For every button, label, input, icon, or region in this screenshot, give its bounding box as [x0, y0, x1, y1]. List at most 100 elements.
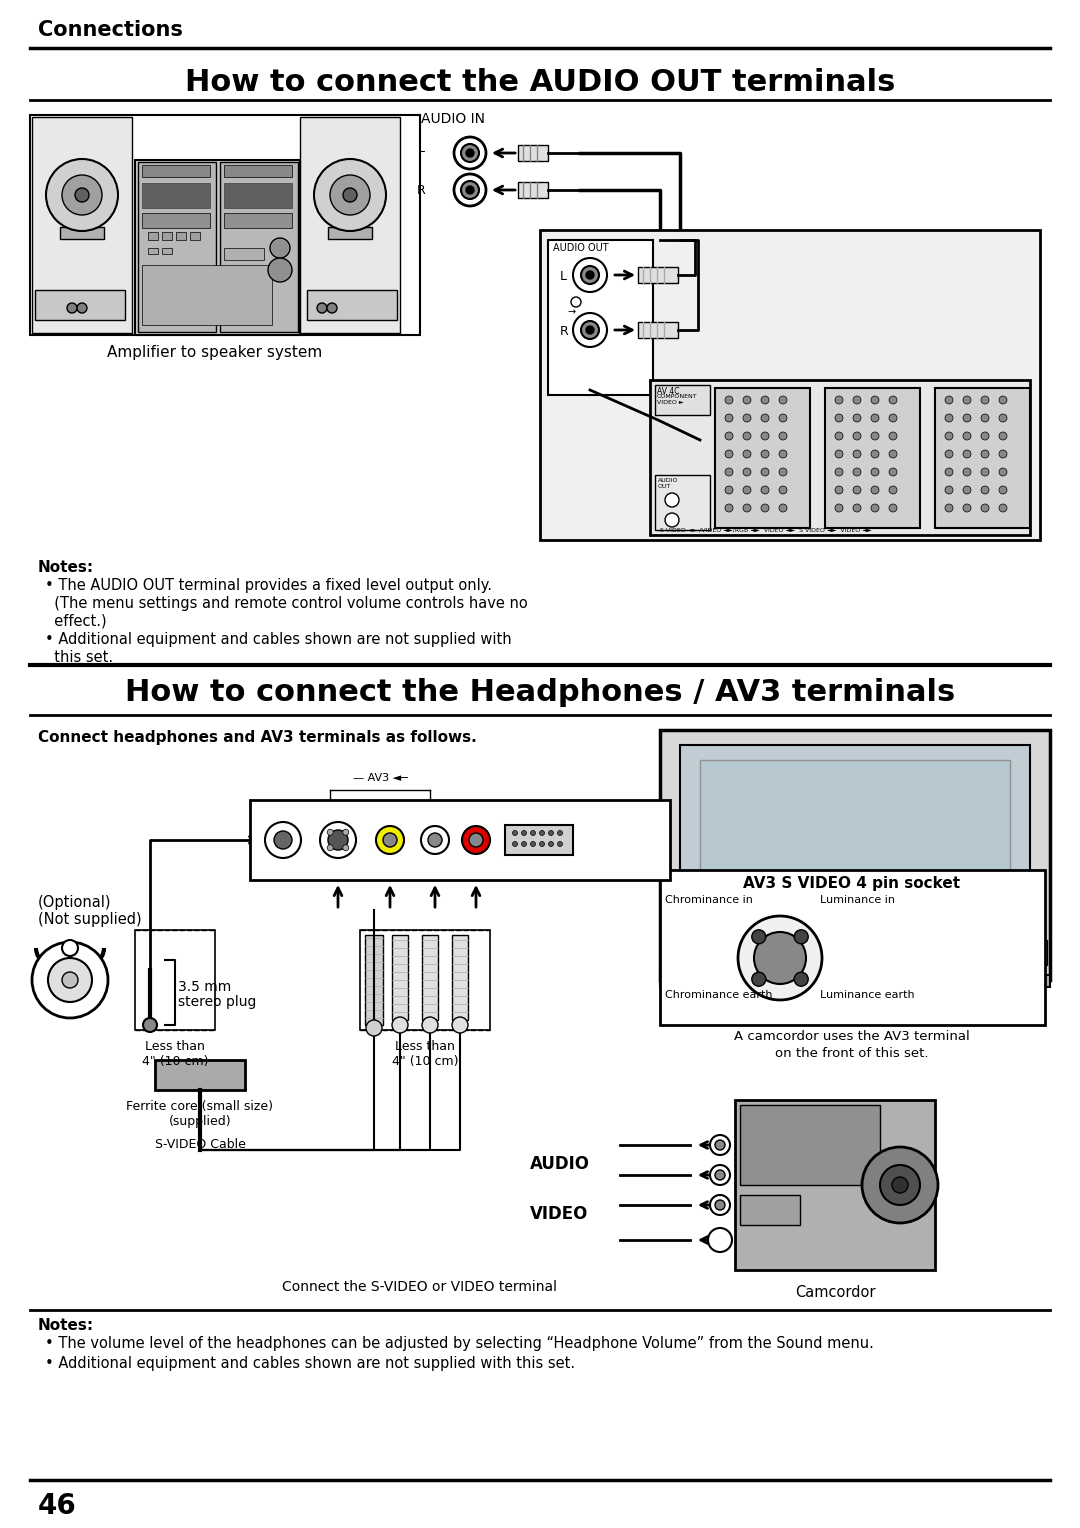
- Circle shape: [963, 504, 971, 512]
- Circle shape: [46, 159, 118, 231]
- Text: Luminance in: Luminance in: [820, 895, 895, 905]
- Circle shape: [743, 432, 751, 440]
- Text: 4" (10 cm): 4" (10 cm): [141, 1054, 208, 1068]
- Circle shape: [752, 972, 766, 986]
- Text: L: L: [561, 270, 567, 283]
- Circle shape: [48, 958, 92, 1002]
- Circle shape: [761, 486, 769, 494]
- Circle shape: [715, 1170, 725, 1180]
- Bar: [360, 931, 490, 1030]
- Bar: [176, 232, 186, 240]
- Circle shape: [853, 396, 861, 403]
- Circle shape: [835, 504, 843, 512]
- Circle shape: [725, 396, 733, 403]
- Text: A camcordor uses the AV3 terminal: A camcordor uses the AV3 terminal: [734, 1030, 970, 1044]
- Circle shape: [892, 1177, 908, 1193]
- Circle shape: [853, 504, 861, 512]
- Text: OUT: OUT: [658, 484, 672, 489]
- Text: VIDEO ►: VIDEO ►: [657, 400, 684, 405]
- Circle shape: [870, 414, 879, 422]
- Bar: [365, 935, 383, 1025]
- Circle shape: [586, 270, 594, 280]
- Circle shape: [710, 1195, 730, 1215]
- Text: on the front of this set.: on the front of this set.: [775, 1047, 929, 1060]
- Text: • The AUDIO OUT terminal provides a fixed level output only.: • The AUDIO OUT terminal provides a fixe…: [45, 578, 492, 593]
- Circle shape: [549, 831, 554, 836]
- Circle shape: [725, 432, 733, 440]
- Bar: [740, 1105, 880, 1186]
- Circle shape: [62, 176, 102, 215]
- Bar: [138, 162, 216, 332]
- Text: (supplied): (supplied): [168, 1115, 231, 1128]
- Circle shape: [454, 138, 486, 170]
- Circle shape: [981, 486, 989, 494]
- Circle shape: [999, 414, 1007, 422]
- Circle shape: [963, 414, 971, 422]
- Circle shape: [761, 432, 769, 440]
- Bar: [220, 162, 298, 332]
- Circle shape: [330, 176, 370, 215]
- Bar: [392, 935, 408, 1021]
- Bar: [135, 931, 215, 1030]
- Bar: [60, 228, 104, 238]
- Text: 3.5 mm: 3.5 mm: [178, 979, 231, 995]
- Circle shape: [715, 1140, 725, 1151]
- Text: VIDEO: VIDEO: [374, 863, 406, 874]
- Text: Chrominance in: Chrominance in: [665, 895, 753, 905]
- Circle shape: [342, 830, 349, 836]
- Bar: [660, 730, 1050, 979]
- Circle shape: [573, 313, 607, 347]
- Circle shape: [761, 451, 769, 458]
- Circle shape: [327, 845, 334, 851]
- Circle shape: [779, 486, 787, 494]
- Circle shape: [963, 486, 971, 494]
- Circle shape: [794, 929, 808, 944]
- Circle shape: [725, 451, 733, 458]
- Text: Notes:: Notes:: [38, 1319, 94, 1332]
- Text: AUDIO OUT: AUDIO OUT: [553, 243, 609, 254]
- Circle shape: [743, 396, 751, 403]
- Circle shape: [513, 831, 517, 836]
- Bar: [224, 183, 292, 208]
- Text: Luminance earth: Luminance earth: [820, 990, 915, 999]
- Circle shape: [469, 833, 483, 847]
- Text: effect.): effect.): [45, 614, 107, 630]
- Circle shape: [342, 845, 349, 851]
- Circle shape: [853, 432, 861, 440]
- Circle shape: [981, 468, 989, 477]
- Bar: [224, 248, 264, 260]
- Circle shape: [328, 830, 348, 850]
- Text: (Not supplied): (Not supplied): [38, 912, 141, 927]
- Bar: [548, 240, 653, 396]
- Bar: [505, 825, 573, 856]
- Circle shape: [461, 180, 480, 199]
- Bar: [162, 232, 172, 240]
- Circle shape: [945, 432, 953, 440]
- Circle shape: [862, 1148, 939, 1222]
- Bar: [35, 290, 125, 319]
- Bar: [224, 165, 292, 177]
- Circle shape: [870, 451, 879, 458]
- Circle shape: [889, 396, 897, 403]
- Text: L: L: [418, 142, 426, 154]
- Circle shape: [870, 468, 879, 477]
- Circle shape: [557, 831, 563, 836]
- Bar: [638, 267, 678, 283]
- Circle shape: [62, 972, 78, 989]
- Circle shape: [870, 396, 879, 403]
- Text: AUDIO: AUDIO: [530, 1155, 590, 1174]
- Circle shape: [581, 266, 599, 284]
- Bar: [638, 322, 678, 338]
- Circle shape: [870, 432, 879, 440]
- Circle shape: [571, 296, 581, 307]
- Circle shape: [835, 432, 843, 440]
- Circle shape: [392, 1018, 408, 1033]
- Text: • Additional equipment and cables shown are not supplied with this set.: • Additional equipment and cables shown …: [45, 1355, 576, 1371]
- Bar: [650, 380, 1030, 535]
- Circle shape: [945, 396, 953, 403]
- Text: Connect the S-VIDEO or VIDEO terminal: Connect the S-VIDEO or VIDEO terminal: [283, 1280, 557, 1294]
- Bar: [300, 118, 400, 333]
- Bar: [735, 1100, 935, 1270]
- Circle shape: [665, 494, 679, 507]
- Circle shape: [743, 504, 751, 512]
